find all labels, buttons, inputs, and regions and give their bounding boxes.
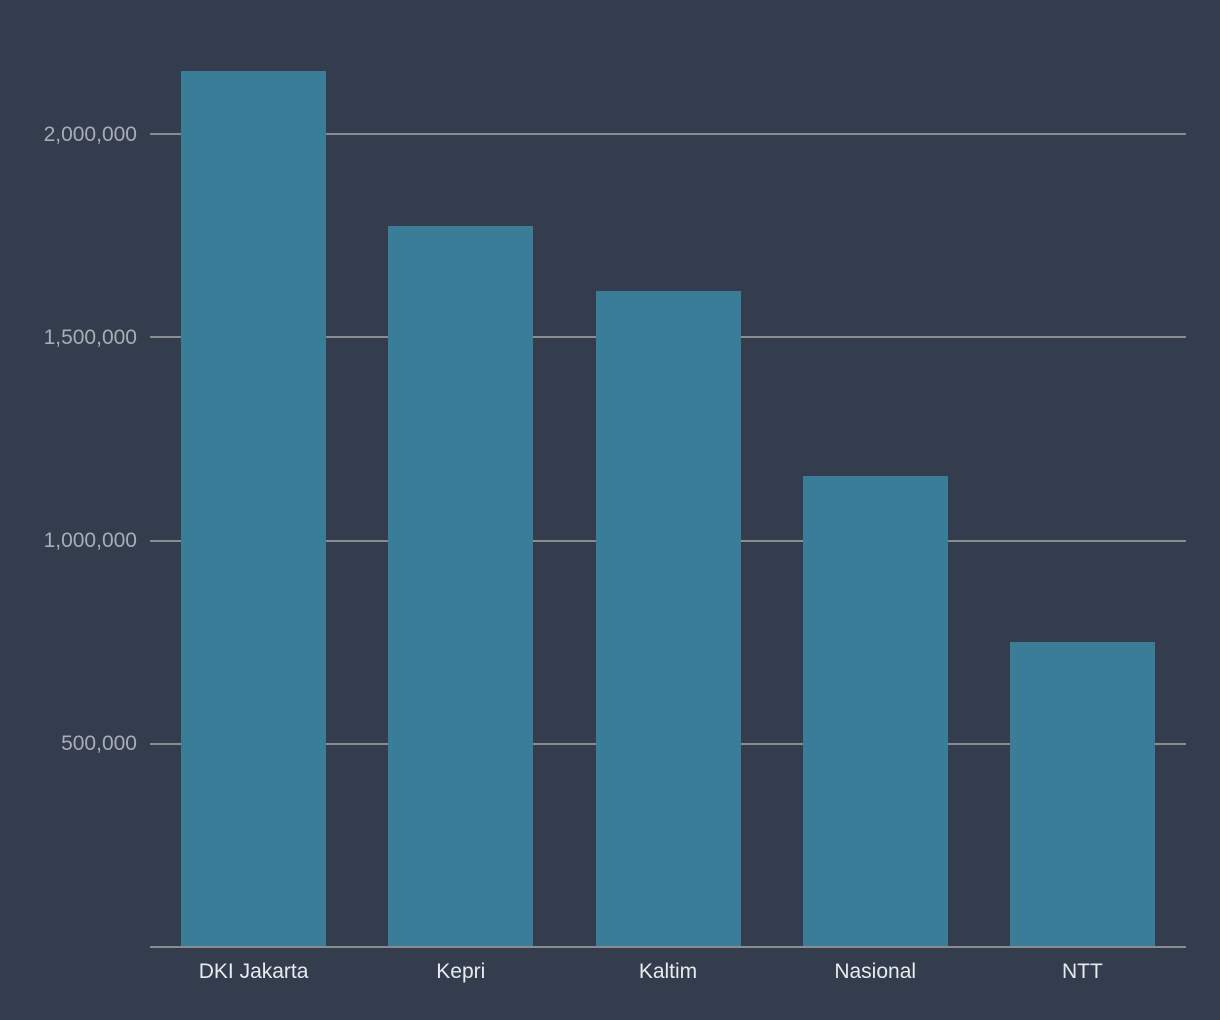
y-tick-label: 500,000 xyxy=(61,732,137,756)
x-axis-line xyxy=(150,946,1186,948)
gridline-2-000-000 xyxy=(150,133,1186,136)
bar-kaltim[interactable] xyxy=(595,290,741,947)
bar-nasional[interactable] xyxy=(802,475,948,947)
x-tick-label-kaltim: Kaltim xyxy=(638,960,698,983)
bar-dki-jakarta[interactable] xyxy=(181,71,327,947)
bar-kepri[interactable] xyxy=(388,225,534,947)
x-tick-label-dki-jakarta: DKI Jakarta xyxy=(198,960,309,983)
x-tick-label-kepri: Kepri xyxy=(436,960,486,983)
bar-ntt[interactable] xyxy=(1009,642,1155,947)
y-tick-label: 1,000,000 xyxy=(43,529,137,553)
y-tick-label: 1,500,000 xyxy=(43,325,137,349)
x-tick-label-ntt: NTT xyxy=(1061,960,1103,983)
x-tick-label-nasional: Nasional xyxy=(834,960,917,983)
y-tick-label: 2,000,000 xyxy=(43,122,137,146)
